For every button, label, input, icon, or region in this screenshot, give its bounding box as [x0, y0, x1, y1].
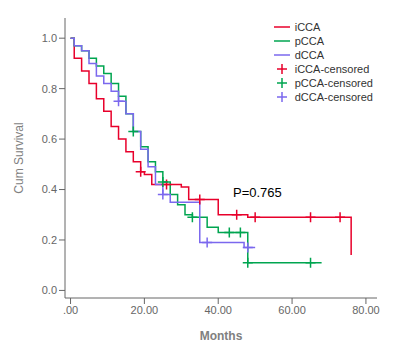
- html-text:iCCA: iCCA: [294, 21, 321, 33]
- svg-text:0.0: 0.0: [42, 284, 57, 296]
- svg-text:P=0.765: P=0.765: [233, 185, 282, 200]
- svg-text:Months: Months: [200, 329, 243, 343]
- html-text:dCCA: dCCA: [294, 49, 325, 61]
- html-text:pCCA-censored: pCCA-censored: [294, 77, 373, 89]
- svg-text:1.0: 1.0: [42, 32, 57, 44]
- html-text:dCCA-censored: dCCA-censored: [294, 91, 373, 103]
- svg-text:60.00: 60.00: [278, 304, 306, 316]
- svg-text:0.8: 0.8: [42, 83, 57, 95]
- html-text:iCCA-censored: iCCA-censored: [294, 63, 370, 75]
- svg-text:0.2: 0.2: [42, 234, 57, 246]
- svg-text:.00: .00: [63, 304, 78, 316]
- svg-text:Cum Survival: Cum Survival: [12, 122, 26, 193]
- svg-text:40.00: 40.00: [204, 304, 232, 316]
- html-text:pCCA: pCCA: [294, 35, 325, 47]
- svg-text:20.00: 20.00: [131, 304, 159, 316]
- svg-text:0.4: 0.4: [42, 183, 57, 195]
- svg-text:80.00: 80.00: [352, 304, 380, 316]
- svg-text:0.6: 0.6: [42, 133, 57, 145]
